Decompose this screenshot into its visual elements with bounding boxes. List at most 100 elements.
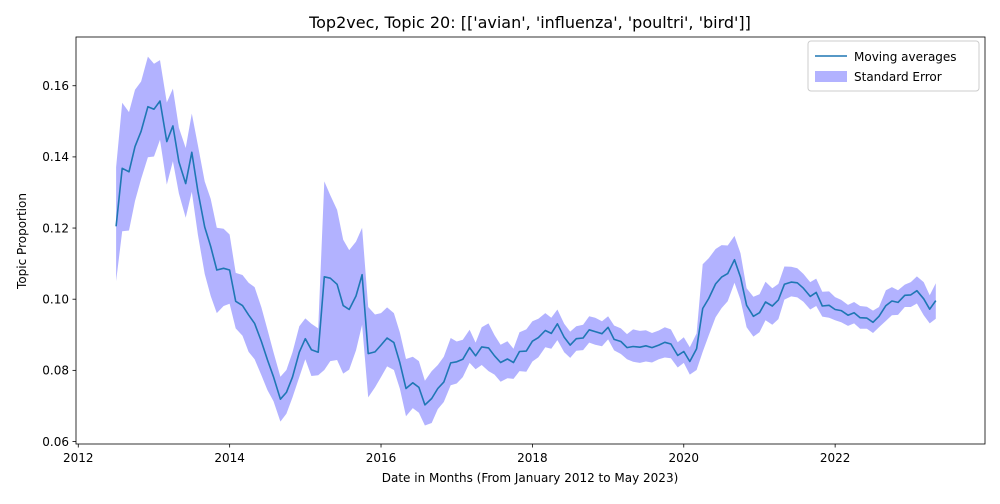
data-point — [147, 106, 149, 108]
data-point — [279, 398, 281, 400]
legend-frame — [807, 40, 980, 92]
data-point — [670, 343, 672, 345]
data-point — [923, 298, 925, 300]
data-point — [613, 338, 615, 340]
data-point — [582, 337, 584, 339]
data-point — [664, 341, 666, 343]
data-point — [752, 315, 754, 317]
data-point — [222, 267, 224, 269]
error-band-layer — [116, 56, 936, 426]
data-point — [525, 350, 527, 352]
data-point — [771, 305, 773, 307]
data-point — [645, 345, 647, 347]
data-point — [607, 326, 609, 328]
data-point — [575, 338, 577, 340]
data-point — [733, 259, 735, 261]
data-point — [216, 269, 218, 271]
data-point — [329, 277, 331, 279]
legend-label-standard-error: Standard Error — [854, 70, 942, 84]
data-point — [266, 359, 268, 361]
data-point — [550, 332, 552, 334]
data-point — [443, 381, 445, 383]
legend-band-swatch — [815, 71, 847, 82]
data-point — [462, 358, 464, 360]
data-point — [588, 329, 590, 331]
data-point — [720, 276, 722, 278]
data-point — [128, 171, 130, 173]
data-point — [166, 140, 168, 142]
data-point — [506, 358, 508, 360]
data-point — [134, 145, 136, 147]
data-point — [197, 190, 199, 192]
data-point — [260, 340, 262, 342]
data-point — [304, 338, 306, 340]
data-point — [386, 337, 388, 339]
data-point — [241, 304, 243, 306]
data-point — [702, 307, 704, 309]
data-point — [298, 351, 300, 353]
y-tick-label: 0.10 — [42, 293, 69, 307]
data-point — [317, 351, 319, 353]
x-axis-label: Date in Months (From January 2012 to May… — [382, 471, 679, 485]
data-point — [361, 274, 363, 276]
data-point — [355, 295, 357, 297]
data-point — [493, 355, 495, 357]
data-point — [569, 344, 571, 346]
data-point — [518, 350, 520, 352]
data-point — [291, 376, 293, 378]
y-tick-label: 0.14 — [42, 150, 69, 164]
data-point — [777, 299, 779, 301]
data-point — [885, 304, 887, 306]
data-point — [412, 382, 414, 384]
data-point — [424, 404, 426, 406]
data-point — [556, 323, 558, 325]
data-point — [367, 352, 369, 354]
data-point — [450, 362, 452, 364]
legend-label-moving-averages: Moving averages — [854, 50, 957, 64]
data-point — [891, 300, 893, 302]
data-point — [739, 276, 741, 278]
data-point — [487, 347, 489, 349]
data-point — [727, 272, 729, 274]
legend: Moving averages Standard Error — [807, 40, 980, 92]
x-tick-label: 2014 — [214, 451, 245, 465]
data-point — [853, 312, 855, 314]
data-point — [677, 354, 679, 356]
data-point — [601, 333, 603, 335]
data-point — [348, 308, 350, 310]
data-point — [336, 283, 338, 285]
data-point — [437, 387, 439, 389]
data-point — [828, 304, 830, 306]
data-point — [872, 321, 874, 323]
x-tick-label: 2012 — [63, 451, 94, 465]
data-point — [323, 276, 325, 278]
y-tick-label: 0.16 — [42, 79, 69, 93]
tick-layer: 2012 2014 2016 2018 2020 2022 0.06 0.08 0.10 0.12… — [42, 79, 850, 465]
data-point — [840, 309, 842, 311]
data-point — [563, 336, 565, 338]
x-tick-label: 2022 — [820, 451, 851, 465]
data-point — [418, 386, 420, 388]
data-point — [764, 301, 766, 303]
data-point — [594, 330, 596, 332]
data-point — [159, 100, 161, 102]
data-point — [897, 301, 899, 303]
data-point — [115, 225, 117, 227]
data-point — [714, 283, 716, 285]
y-tick-label: 0.08 — [42, 364, 69, 378]
series-layer — [115, 100, 937, 406]
data-point — [834, 308, 836, 310]
data-point — [910, 294, 912, 296]
data-point — [285, 391, 287, 393]
data-point — [172, 125, 174, 127]
data-point — [537, 336, 539, 338]
data-point — [431, 397, 433, 399]
data-point — [140, 130, 142, 132]
data-point — [929, 308, 931, 310]
data-point — [153, 108, 155, 110]
y-tick-label: 0.06 — [42, 435, 69, 449]
data-point — [185, 182, 187, 184]
data-point — [405, 387, 407, 389]
data-point — [866, 317, 868, 319]
